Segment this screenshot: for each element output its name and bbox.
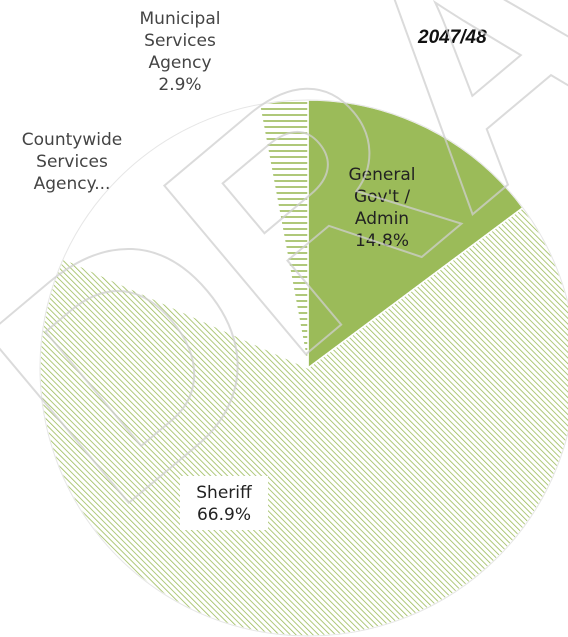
data-label-text: Services	[36, 152, 108, 172]
data-label-value: 2.9%	[158, 75, 201, 95]
pie-slices	[39, 99, 568, 637]
data-label-value: 66.9%	[197, 505, 251, 525]
data-label-text: Countywide	[22, 130, 122, 150]
data-label-text: General	[349, 165, 416, 185]
data-label-text: Sheriff	[196, 483, 253, 503]
data-label-text: Agency...	[34, 174, 111, 194]
data-label-text: Admin	[355, 209, 409, 229]
data-label-text: Gov't /	[354, 187, 410, 207]
data-label-countywide: CountywideServicesAgency...	[22, 130, 122, 194]
chart-title: 2047/48	[417, 27, 487, 48]
pie-outline	[39, 99, 568, 637]
data-label-text: Agency	[148, 53, 211, 73]
data-label-background	[180, 476, 268, 530]
data-label-text: Services	[144, 31, 216, 51]
data-label-value: 14.8%	[355, 231, 409, 251]
data-label-text: Municipal	[140, 9, 221, 29]
